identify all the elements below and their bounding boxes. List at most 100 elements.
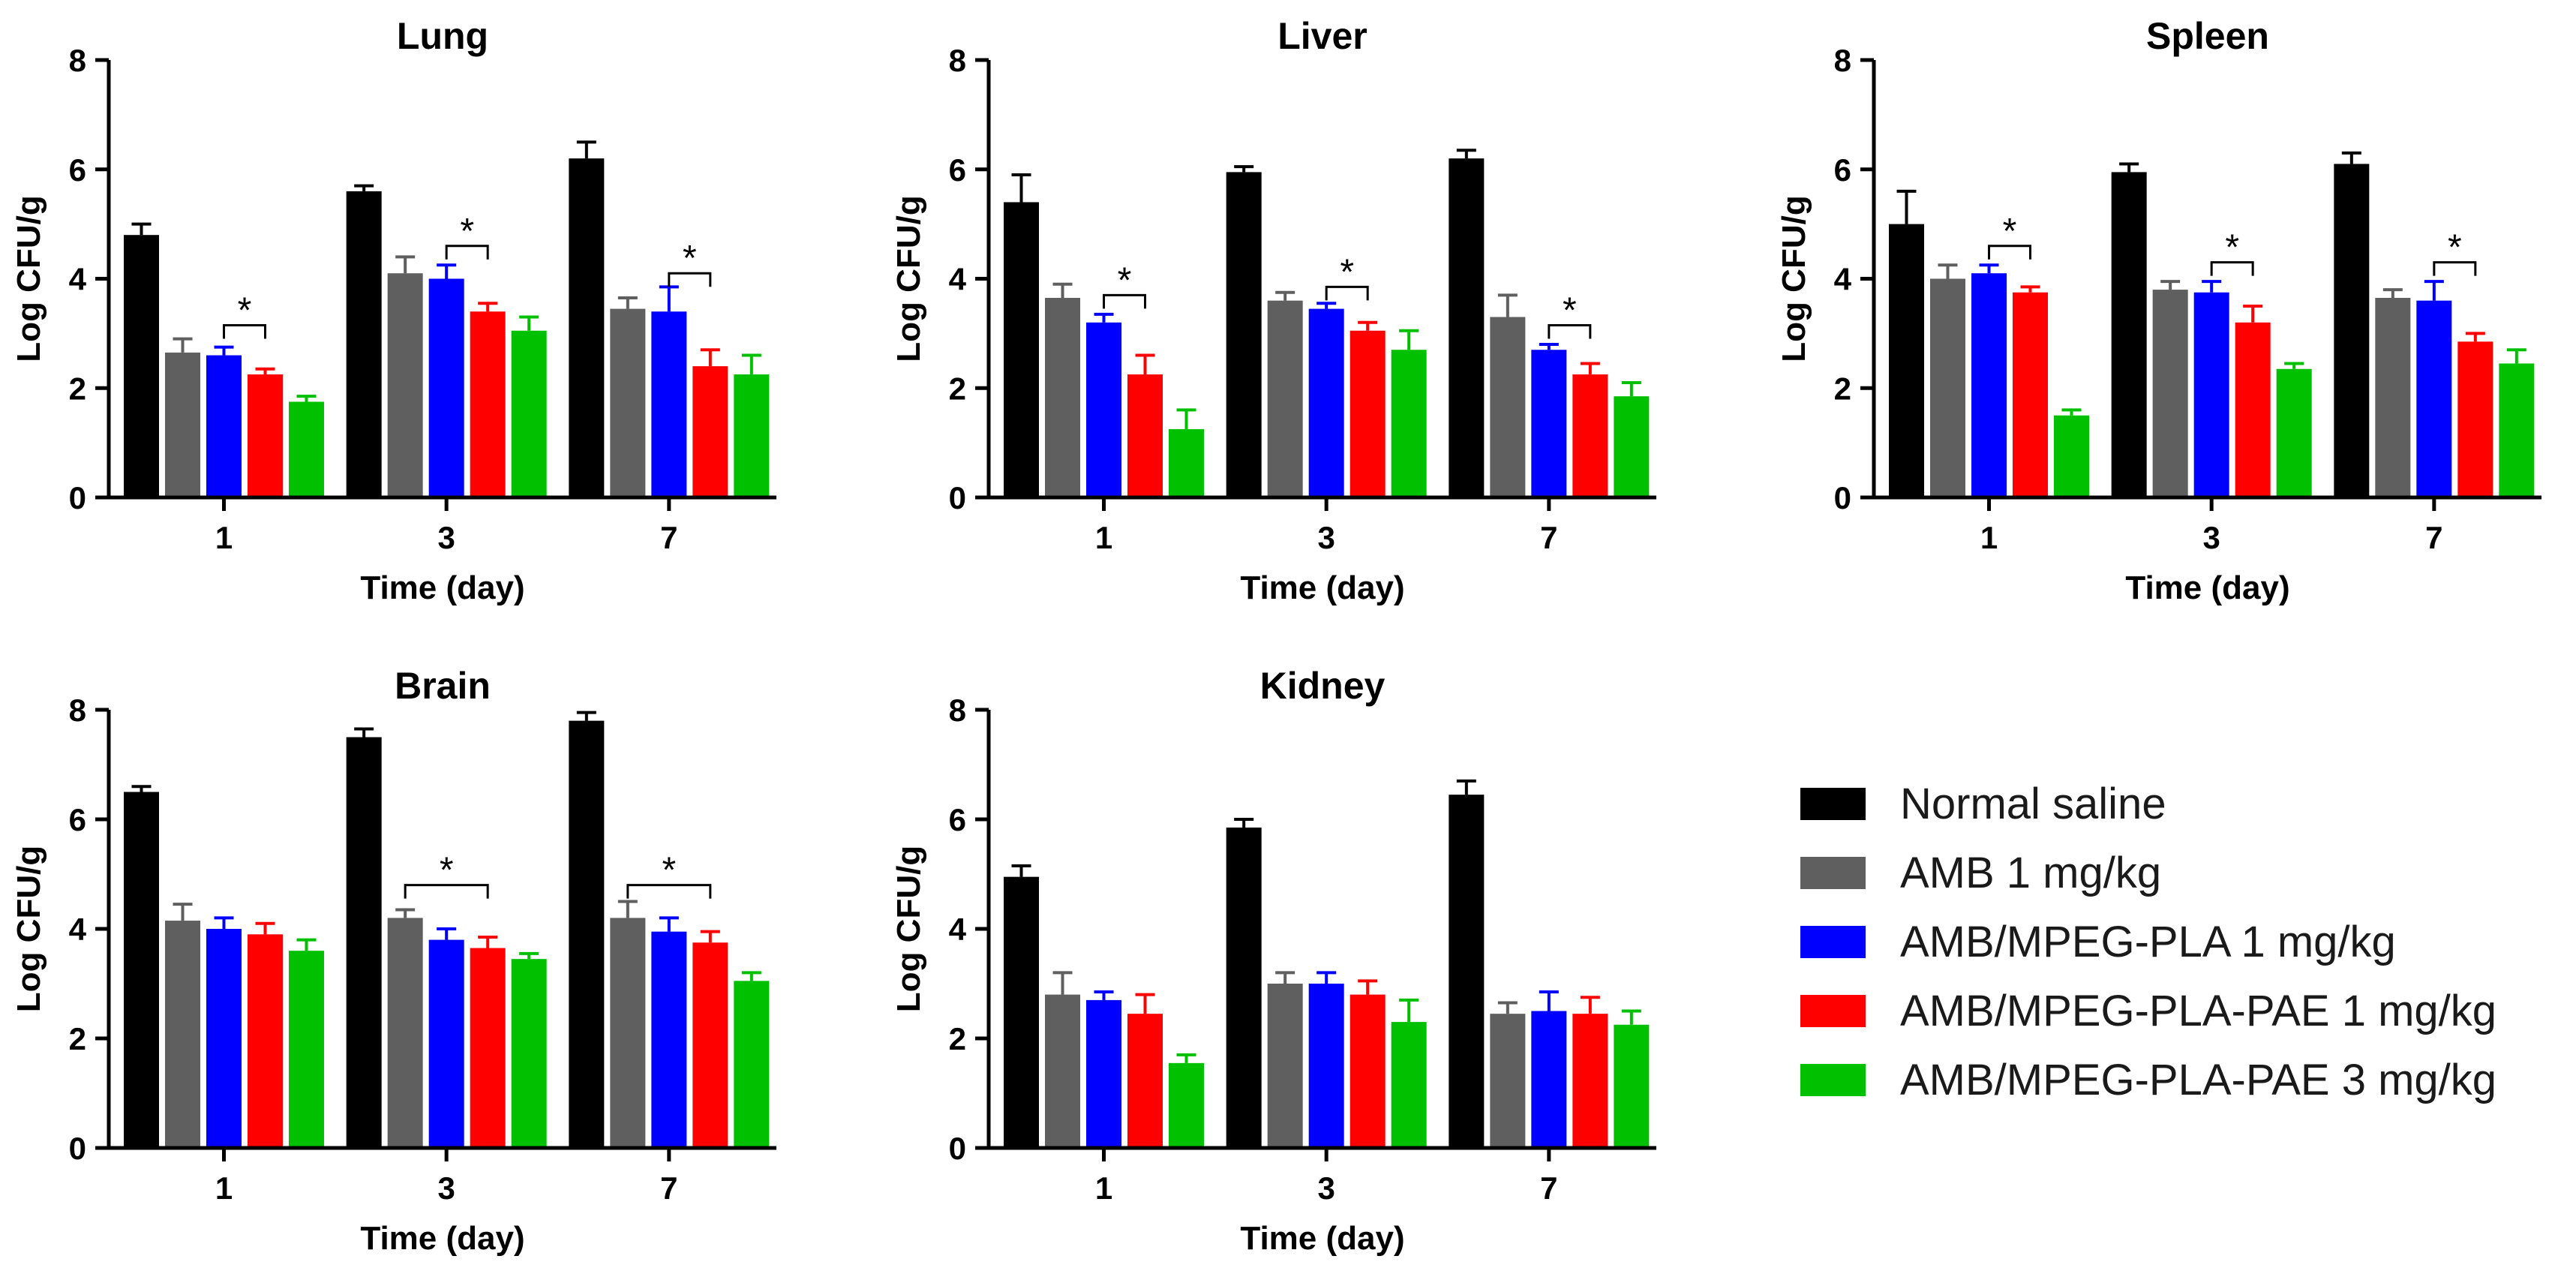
bar (2375, 298, 2411, 497)
y-tick-label: 2 (69, 371, 86, 406)
legend-label: Normal saline (1900, 779, 2166, 828)
significance-bracket (223, 323, 266, 339)
bar (1127, 374, 1163, 497)
y-tick-label: 6 (69, 802, 86, 837)
bar (610, 918, 646, 1148)
legend-swatch (1800, 925, 1866, 958)
bar (1350, 994, 1386, 1148)
bar (1614, 1024, 1650, 1148)
x-axis-label: Time (day) (360, 1220, 524, 1257)
bar (428, 278, 464, 497)
bar (1045, 298, 1080, 497)
significance-bracket (1325, 285, 1369, 301)
chart-title: Liver (1277, 15, 1368, 57)
x-tick-label: 7 (1540, 1170, 1557, 1206)
significance-bracket (668, 272, 712, 287)
legend-swatch (1800, 994, 1866, 1027)
significance-label: * (238, 290, 252, 330)
x-tick-label: 7 (1540, 520, 1557, 555)
chart-panel-spleen: Spleen Log CFU/g Time (day) * * * 0 2 4 6 8 1 3 7 (1776, 15, 2541, 606)
bar (1226, 827, 1262, 1148)
y-tick-label: 8 (949, 693, 966, 728)
x-tick-label: 3 (1317, 1170, 1335, 1206)
bar (1614, 396, 1650, 497)
significance-bracket (626, 884, 712, 899)
significance-label: * (1563, 290, 1577, 330)
y-tick-label: 8 (69, 43, 86, 78)
bar (1531, 1011, 1567, 1148)
bar (511, 959, 547, 1148)
bar (1490, 1014, 1526, 1148)
bar (2054, 415, 2089, 497)
legend: Normal saline AMB 1 mg/kg AMB/MPEG-PLA 1… (1800, 769, 2496, 1114)
bar (2499, 363, 2535, 497)
x-tick-label: 1 (215, 1170, 233, 1206)
bar (2457, 341, 2493, 497)
bar (610, 308, 646, 497)
bar (289, 951, 324, 1148)
bar (1308, 984, 1344, 1148)
bar (248, 374, 283, 497)
y-tick-label: 6 (69, 152, 86, 188)
bar (1004, 876, 1039, 1148)
x-tick-label: 3 (1317, 520, 1335, 555)
y-tick-label: 6 (949, 152, 966, 188)
bar (165, 352, 200, 497)
significance-bracket (1988, 245, 2031, 260)
y-tick-label: 4 (1834, 262, 1852, 297)
x-tick-label: 3 (437, 1170, 455, 1206)
x-tick-label: 1 (1095, 520, 1112, 555)
y-tick-label: 0 (69, 1131, 86, 1166)
bar (2276, 368, 2312, 497)
bar (1449, 158, 1485, 498)
bar (206, 929, 242, 1148)
legend-item-amb-mpeg-pla-pae-1: AMB/MPEG-PLA-PAE 1 mg/kg (1800, 976, 2496, 1045)
bar (387, 273, 423, 497)
bar (1267, 984, 1303, 1148)
legend-swatch (1800, 856, 1866, 889)
significance-label: * (683, 239, 697, 278)
chart-panel-lung: Lung Log CFU/g Time (day) * * * 0 2 4 6 8 1 3 7 (11, 15, 776, 606)
x-tick-label: 1 (1095, 1170, 1112, 1206)
bar (2111, 172, 2147, 498)
bar (428, 939, 464, 1148)
bar (470, 311, 506, 497)
bar (692, 942, 728, 1148)
bar (206, 355, 242, 497)
y-tick-label: 0 (1834, 480, 1851, 515)
bar (470, 948, 506, 1148)
bar (1531, 350, 1567, 497)
legend-label: AMB/MPEG-PLA-PAE 3 mg/kg (1900, 1055, 2497, 1104)
bar (1971, 273, 2007, 497)
y-tick-label: 2 (949, 371, 966, 406)
significance-label: * (2225, 228, 2239, 268)
bar (1169, 428, 1204, 497)
significance-label: * (662, 851, 676, 891)
significance-label: * (460, 212, 474, 251)
bar (124, 235, 159, 497)
x-axis-label: Time (day) (2125, 569, 2289, 606)
y-axis-label: Log CFU/g (11, 195, 47, 362)
bar (1572, 374, 1608, 497)
legend-label: AMB/MPEG-PLA 1 mg/kg (1900, 917, 2396, 966)
x-axis-label: Time (day) (360, 569, 524, 606)
y-axis-label: Log CFU/g (1776, 195, 1812, 362)
y-tick-label: 8 (1834, 43, 1851, 78)
significance-label: * (2448, 228, 2462, 268)
bar (346, 191, 382, 497)
legend-item-amb-1: AMB 1 mg/kg (1800, 838, 2496, 907)
significance-bracket (1548, 323, 1592, 339)
y-tick-label: 0 (949, 480, 966, 515)
bar (651, 931, 687, 1148)
y-tick-label: 4 (69, 262, 87, 297)
y-tick-label: 6 (1834, 152, 1851, 188)
bar (248, 934, 283, 1148)
legend-item-normal-saline: Normal saline (1800, 769, 2496, 838)
y-tick-label: 4 (949, 262, 967, 297)
y-tick-label: 0 (69, 480, 86, 515)
bar (692, 366, 728, 497)
x-axis-label: Time (day) (1240, 569, 1404, 606)
y-tick-label: 2 (69, 1021, 86, 1056)
x-tick-label: 7 (2425, 520, 2442, 555)
bar (569, 720, 605, 1148)
